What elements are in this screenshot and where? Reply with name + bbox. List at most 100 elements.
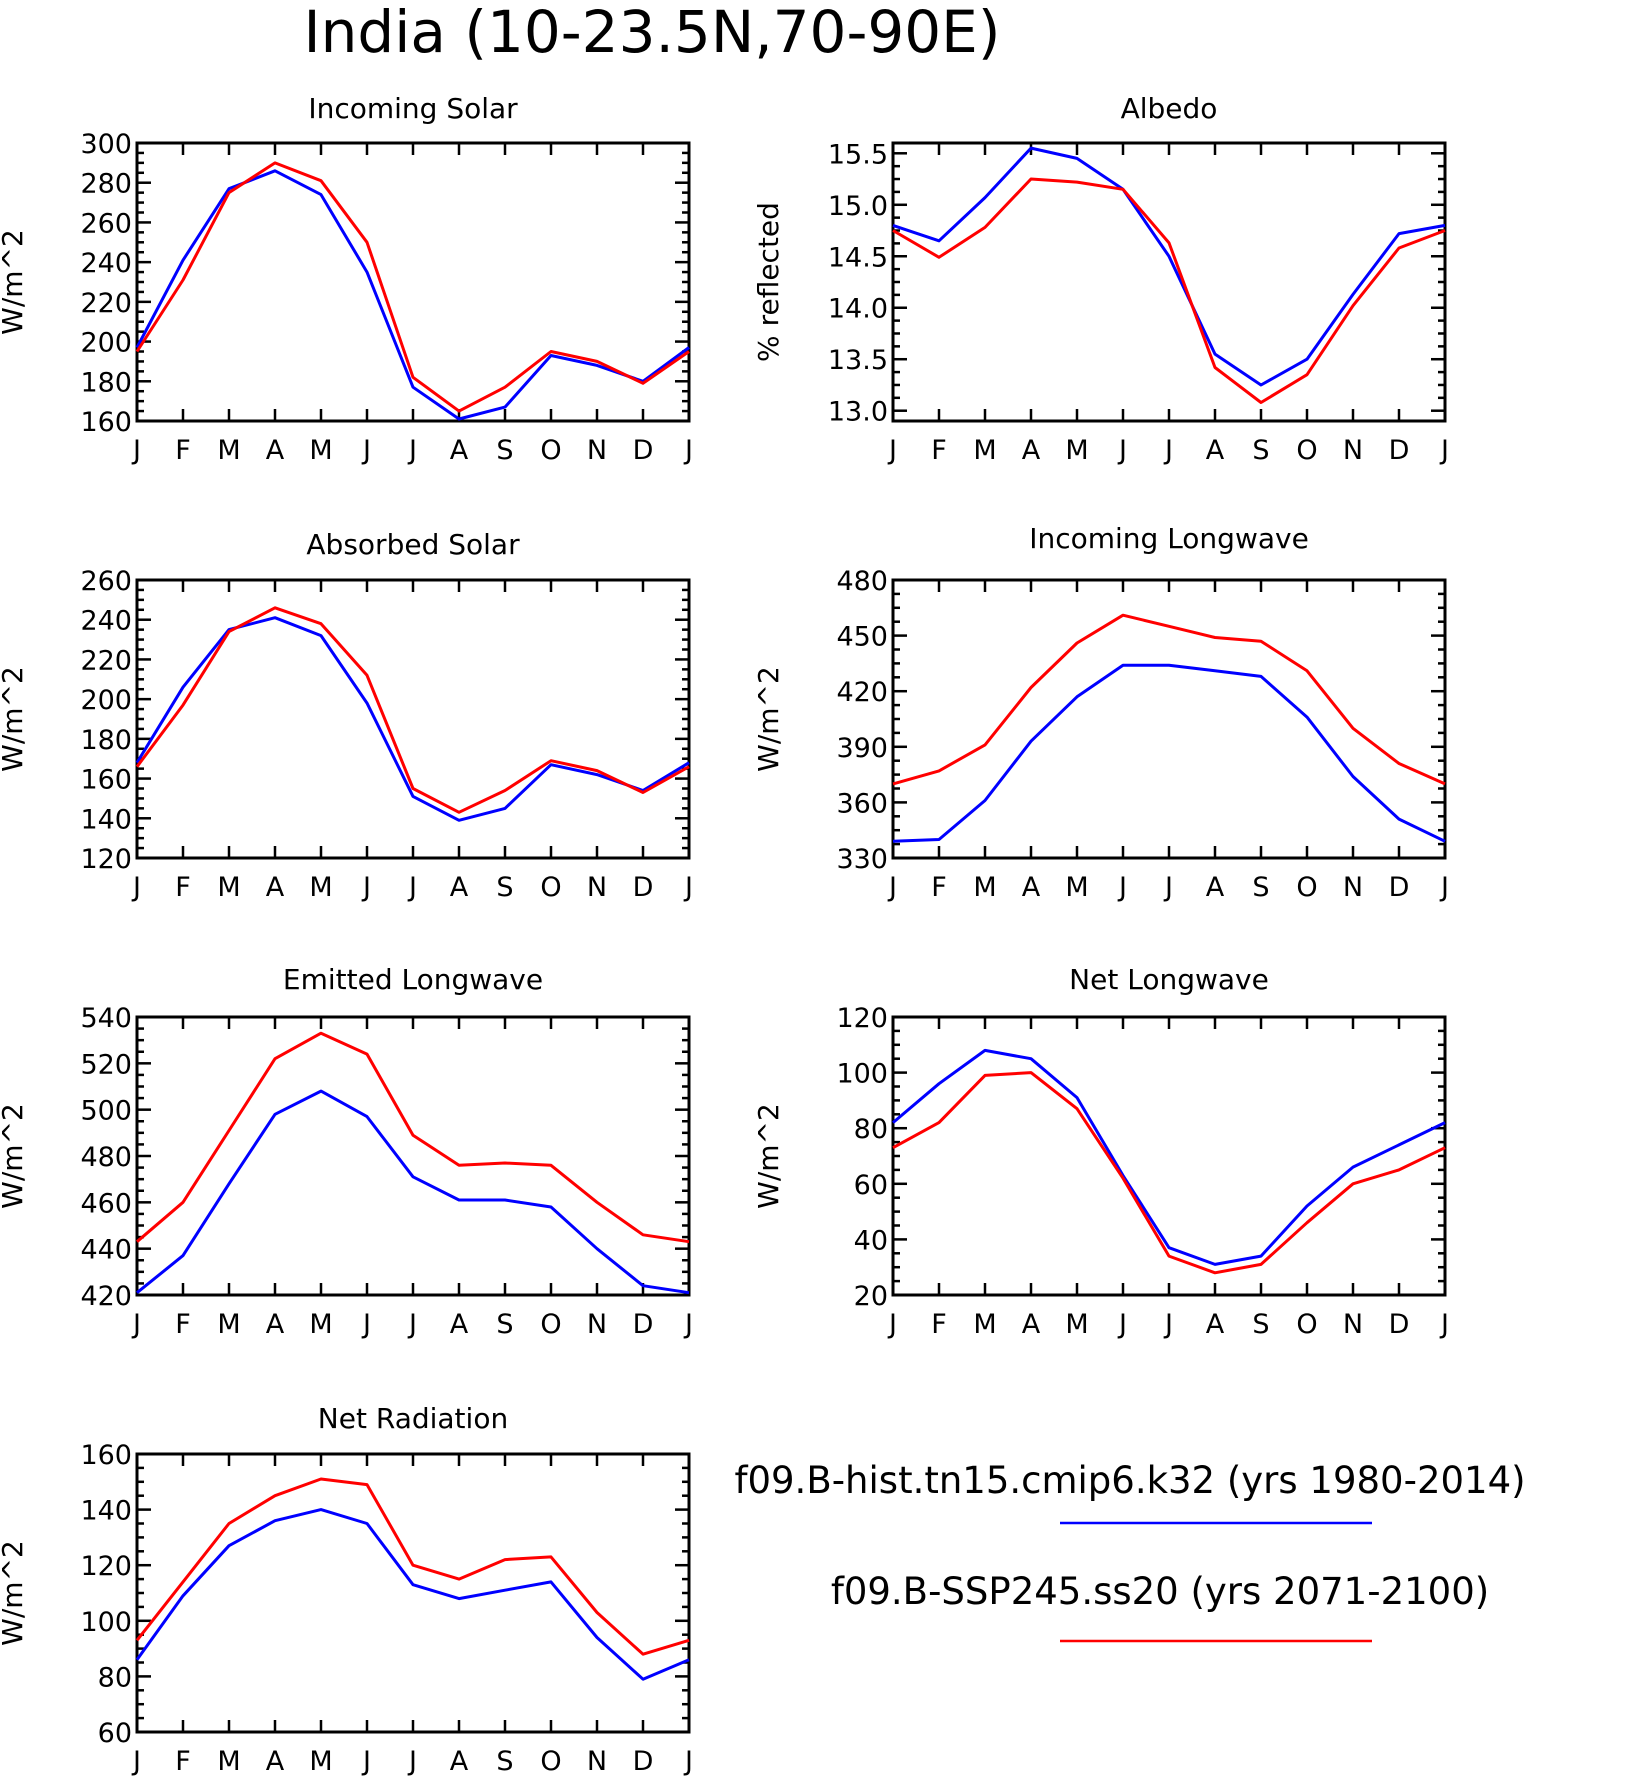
net-longwave-y-tick-label: 20 [854, 1281, 888, 1312]
incoming-longwave-x-tick-label: A [1206, 872, 1225, 903]
net-radiation-x-tick-label: J [361, 1746, 371, 1777]
emitted-longwave-series-ssp245-line [136, 1031, 690, 1244]
incoming-solar-x-tick-label: J [361, 435, 371, 466]
albedo-y-axis-label: % reflected [752, 202, 785, 362]
incoming-longwave-y-tick-label: 360 [836, 788, 888, 819]
incoming-solar-y-tick-label: 260 [80, 208, 132, 239]
incoming-solar-x-tick-label: M [217, 435, 240, 466]
net-radiation-y-axis-label: W/m^2 [0, 1540, 29, 1646]
incoming-longwave-x-tick-label: O [1296, 872, 1317, 903]
net-radiation-x-tick-label: J [683, 1746, 693, 1777]
net-longwave-series-hist-line [892, 1048, 1446, 1266]
incoming-longwave-x-tick-label: J [1163, 872, 1173, 903]
net-radiation-y-tick-label: 60 [98, 1718, 132, 1749]
net-radiation-x-tick-label: F [175, 1746, 191, 1777]
incoming-solar-series-hist-line [135, 169, 690, 421]
incoming-solar-series-ssp245-line [135, 161, 690, 413]
emitted-longwave-title: Emitted Longwave [283, 963, 543, 996]
absorbed-solar-y-tick-label: 180 [80, 725, 132, 756]
absorbed-solar-x-tick-label: J [131, 872, 141, 903]
emitted-longwave-y-tick-label: 460 [80, 1188, 132, 1219]
absorbed-solar-plot-frame [135, 578, 691, 860]
net-radiation-series-ssp245-line [135, 1477, 690, 1656]
emitted-longwave-x-tick-label: F [175, 1309, 191, 1340]
emitted-longwave-y-axis-label: W/m^2 [0, 1103, 29, 1209]
incoming-solar-x-tick-label: J [683, 435, 693, 466]
net-longwave-x-tick-label: A [1206, 1309, 1225, 1340]
incoming-longwave-y-tick-label: 330 [836, 844, 888, 875]
net-radiation-y-tick-label: 140 [80, 1496, 132, 1527]
net-longwave-y-tick-label: 80 [854, 1114, 888, 1145]
incoming-solar-y-tick-label: 280 [80, 169, 132, 200]
incoming-longwave-x-tick-label: J [1439, 872, 1449, 903]
net-longwave-x-tick-label: F [931, 1309, 947, 1340]
incoming-longwave-y-tick-label: 390 [836, 733, 888, 764]
emitted-longwave-x-tick-label: J [407, 1309, 417, 1340]
net-longwave-x-tick-label: J [887, 1309, 897, 1340]
net-radiation-x-tick-label: J [131, 1746, 141, 1777]
incoming-longwave-x-tick-label: S [1252, 872, 1269, 903]
albedo-x-tick-label: J [1117, 435, 1127, 466]
albedo-y-tick-label: 15.0 [828, 191, 888, 222]
net-longwave-x-tick-label: A [1022, 1309, 1041, 1340]
incoming-longwave-y-tick-label: 450 [836, 622, 888, 653]
emitted-longwave-y-tick-label: 420 [80, 1281, 132, 1312]
albedo-y-tick-label: 14.5 [828, 242, 888, 273]
incoming-solar-x-tick-label: D [633, 435, 654, 466]
incoming-solar-y-tick-label: 300 [80, 129, 132, 160]
net-longwave-x-tick-label: D [1389, 1309, 1410, 1340]
incoming-solar-x-tick-label: O [540, 435, 561, 466]
net-radiation-title: Net Radiation [318, 1402, 508, 1435]
albedo-x-tick-label: J [887, 435, 897, 466]
main-title: India (10-23.5N,70-90E) [304, 0, 1001, 66]
net-longwave-x-tick-label: J [1117, 1309, 1127, 1340]
incoming-solar-x-tick-label: A [266, 435, 285, 466]
absorbed-solar-x-tick-label: F [175, 872, 191, 903]
net-radiation-x-tick-label: A [450, 1746, 469, 1777]
net-longwave-y-tick-label: 60 [854, 1170, 888, 1201]
albedo-x-tick-label: O [1296, 435, 1317, 466]
incoming-longwave-x-tick-label: N [1343, 872, 1363, 903]
albedo-x-tick-label: M [973, 435, 996, 466]
absorbed-solar-y-tick-label: 160 [80, 765, 132, 796]
legend-label-hist: f09.B-hist.tn15.cmip6.k32 (yrs 1980-2014… [734, 1459, 1525, 1502]
incoming-solar-y-tick-label: 160 [80, 407, 132, 438]
net-radiation-x-tick-label: S [496, 1746, 513, 1777]
incoming-solar-x-tick-label: N [587, 435, 607, 466]
absorbed-solar-y-tick-label: 120 [80, 844, 132, 875]
net-radiation-y-tick-label: 120 [80, 1551, 132, 1582]
net-longwave-x-tick-label: M [973, 1309, 996, 1340]
net-radiation-plot-frame [135, 1452, 691, 1734]
emitted-longwave-x-tick-label: J [131, 1309, 141, 1340]
absorbed-solar-x-tick-label: J [407, 872, 417, 903]
net-radiation-y-tick-label: 160 [80, 1440, 132, 1471]
emitted-longwave-y-tick-label: 520 [80, 1049, 132, 1080]
net-radiation-x-tick-label: D [633, 1746, 654, 1777]
net-radiation-x-tick-label: N [587, 1746, 607, 1777]
incoming-longwave-x-tick-label: M [1065, 872, 1088, 903]
net-radiation-x-tick-label: M [309, 1746, 332, 1777]
absorbed-solar-y-tick-label: 240 [80, 606, 132, 637]
emitted-longwave-x-tick-label: A [266, 1309, 285, 1340]
incoming-longwave-y-axis-label: W/m^2 [752, 666, 785, 772]
absorbed-solar-series-hist-line [135, 616, 690, 822]
absorbed-solar-title: Absorbed Solar [306, 528, 520, 561]
legend: f09.B-hist.tn15.cmip6.k32 (yrs 1980-2014… [734, 1459, 1526, 1643]
albedo-x-tick-label: N [1343, 435, 1363, 466]
absorbed-solar-x-tick-label: N [587, 872, 607, 903]
net-longwave-y-tick-label: 100 [836, 1059, 888, 1090]
albedo-x-tick-label: J [1439, 435, 1449, 466]
albedo-y-tick-label: 13.5 [828, 345, 888, 376]
absorbed-solar-x-tick-label: M [309, 872, 332, 903]
incoming-solar-x-tick-label: J [407, 435, 417, 466]
incoming-solar-y-tick-label: 220 [80, 288, 132, 319]
incoming-longwave-title: Incoming Longwave [1029, 522, 1309, 555]
absorbed-solar-x-tick-label: A [266, 872, 285, 903]
